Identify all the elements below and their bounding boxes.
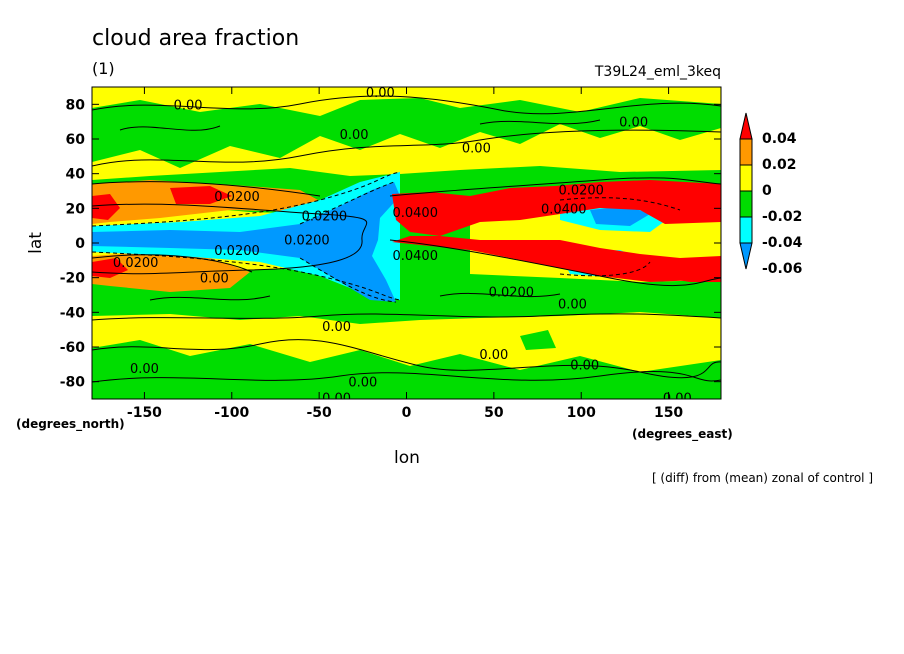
colorbar-label: 0 xyxy=(762,183,772,199)
red-region xyxy=(170,186,232,204)
y-axis-label: lat xyxy=(26,232,46,254)
blue-region xyxy=(92,182,400,302)
red-region xyxy=(92,194,120,220)
y-tick-label: -80 xyxy=(60,375,86,391)
colorbar-label: -0.02 xyxy=(762,209,802,225)
colorbar-swatch xyxy=(739,190,753,218)
x-tick-label: 100 xyxy=(567,405,596,421)
contour-label: 0.00 xyxy=(462,142,491,157)
contour-label: 0.0400 xyxy=(392,206,438,221)
colorbar-swatch xyxy=(739,138,753,166)
contour-label: 0.00 xyxy=(479,348,508,363)
contour-label: 0.0200 xyxy=(558,183,604,198)
y-tick-label: -60 xyxy=(60,340,86,356)
y-tick-label: 40 xyxy=(66,167,86,183)
red-region xyxy=(392,236,721,282)
contour-label: 0.0400 xyxy=(541,202,587,217)
contour-label: 0.0200 xyxy=(284,234,330,249)
plot-area: 0.000.000.000.000.000.02000.02000.02000.… xyxy=(92,86,721,406)
x-axis-label: lon xyxy=(394,448,420,468)
y-tick-label: 20 xyxy=(66,201,86,217)
panel-label: (1) xyxy=(92,59,115,78)
x-axis: -150 -100 -50 0 50 100 150 xyxy=(127,87,683,421)
green-region xyxy=(230,112,270,136)
colorbar-label: -0.06 xyxy=(762,261,802,277)
colorbar: 0.04 0.02 0 -0.02 -0.04 -0.06 xyxy=(739,112,803,277)
y-tick-label: 0 xyxy=(75,236,85,252)
red-region xyxy=(392,180,721,236)
colorbar-label: 0.02 xyxy=(762,157,797,173)
y-tick-label: -40 xyxy=(60,305,86,321)
x-tick-label: 150 xyxy=(654,405,683,421)
red-region xyxy=(640,258,721,282)
y-tick-label: -20 xyxy=(60,271,86,287)
y-tick-label: 80 xyxy=(66,97,86,113)
colorbar-swatch xyxy=(739,242,753,270)
contour-label: 0.0200 xyxy=(489,286,535,301)
footnote: [ (diff) from (mean) zonal of control ] xyxy=(652,471,873,485)
colorbar-label: -0.04 xyxy=(762,235,803,251)
contour-label: 0.0200 xyxy=(214,244,260,259)
x-tick-label: -100 xyxy=(214,405,249,421)
contour-label: 0.0200 xyxy=(214,190,260,205)
orange-region xyxy=(92,252,250,292)
contour-label: 0.00 xyxy=(619,116,648,131)
x-tick-label: 50 xyxy=(484,405,504,421)
x-tick-label: -50 xyxy=(306,405,332,421)
contour-label: 0.00 xyxy=(200,272,229,287)
green-region xyxy=(92,340,721,399)
contour-lines xyxy=(92,95,721,383)
experiment-label: T39L24_eml_3keq xyxy=(594,64,721,80)
contour-label: 0.00 xyxy=(348,376,377,391)
colorbar-swatch xyxy=(739,216,753,244)
contour-label: 0.00 xyxy=(130,362,159,377)
contour-label: 0.0400 xyxy=(392,249,438,264)
colorbar-swatch xyxy=(739,164,753,192)
contour-label: 0.00 xyxy=(174,98,203,113)
contour-label: 0.0200 xyxy=(302,209,348,224)
x-units-label: (degrees_east) xyxy=(632,427,733,442)
contour-label: 0.00 xyxy=(570,358,599,373)
contour-label: 0.0200 xyxy=(113,256,159,271)
contour-lines-dashed xyxy=(92,171,681,303)
colorbar-swatch xyxy=(739,112,753,140)
x-tick-label: 0 xyxy=(402,405,412,421)
green-region xyxy=(520,330,556,350)
contour-label: 0.00 xyxy=(558,298,587,313)
contour-label: 0.00 xyxy=(663,391,692,406)
contour-label: 0.00 xyxy=(322,320,351,335)
blue-region xyxy=(590,206,650,226)
contour-label: 0.00 xyxy=(366,86,395,101)
contour-labels: 0.000.000.000.000.000.02000.02000.02000.… xyxy=(113,86,692,406)
colorbar-label: 0.04 xyxy=(762,131,797,147)
y-tick-label: 60 xyxy=(66,132,86,148)
x-tick-label: -150 xyxy=(127,405,162,421)
chart-title: cloud area fraction xyxy=(92,26,299,51)
contour-label: 0.00 xyxy=(322,391,351,406)
contour-label: 0.00 xyxy=(340,128,369,143)
y-units-label: (degrees_north) xyxy=(16,417,125,432)
y-axis: 80 60 40 20 0 -20 -40 -60 -80 xyxy=(60,97,721,391)
